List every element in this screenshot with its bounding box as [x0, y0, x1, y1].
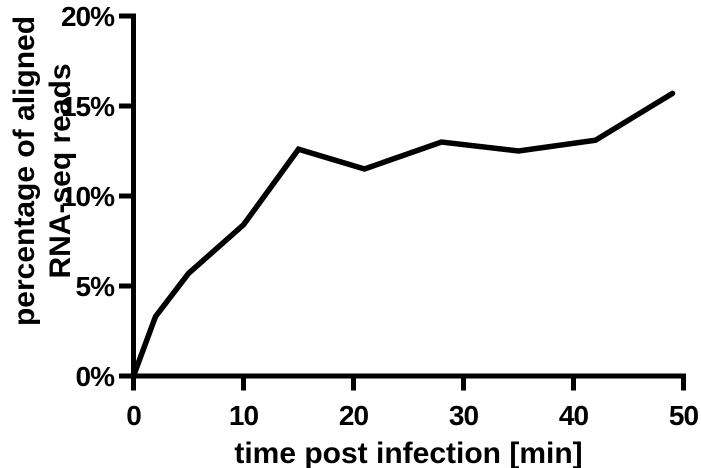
x-axis-title: time post infection [min] [234, 437, 582, 468]
data-line-series [130, 90, 676, 379]
x-tick-label: 0 [126, 400, 141, 431]
axes-group: 0% 5% 10% 15% 20% 0 10 20 30 40 50 [61, 1, 700, 431]
x-tick-label: 10 [229, 400, 259, 431]
y-tick-label: 20% [61, 1, 115, 32]
y-axis-title-line2: RNA-seq reads [44, 63, 77, 278]
y-axis-title-line1: percentage of aligned [8, 16, 41, 326]
y-tick-label: 5% [76, 271, 116, 302]
y-tick-label: 15% [61, 91, 115, 122]
y-tick-label: 10% [61, 181, 115, 212]
x-tick-label: 30 [449, 400, 479, 431]
x-tick-label: 20 [339, 400, 369, 431]
y-tick-label: 0% [76, 361, 116, 392]
x-tick-label: 40 [559, 400, 589, 431]
x-tick-label: 50 [669, 400, 699, 431]
